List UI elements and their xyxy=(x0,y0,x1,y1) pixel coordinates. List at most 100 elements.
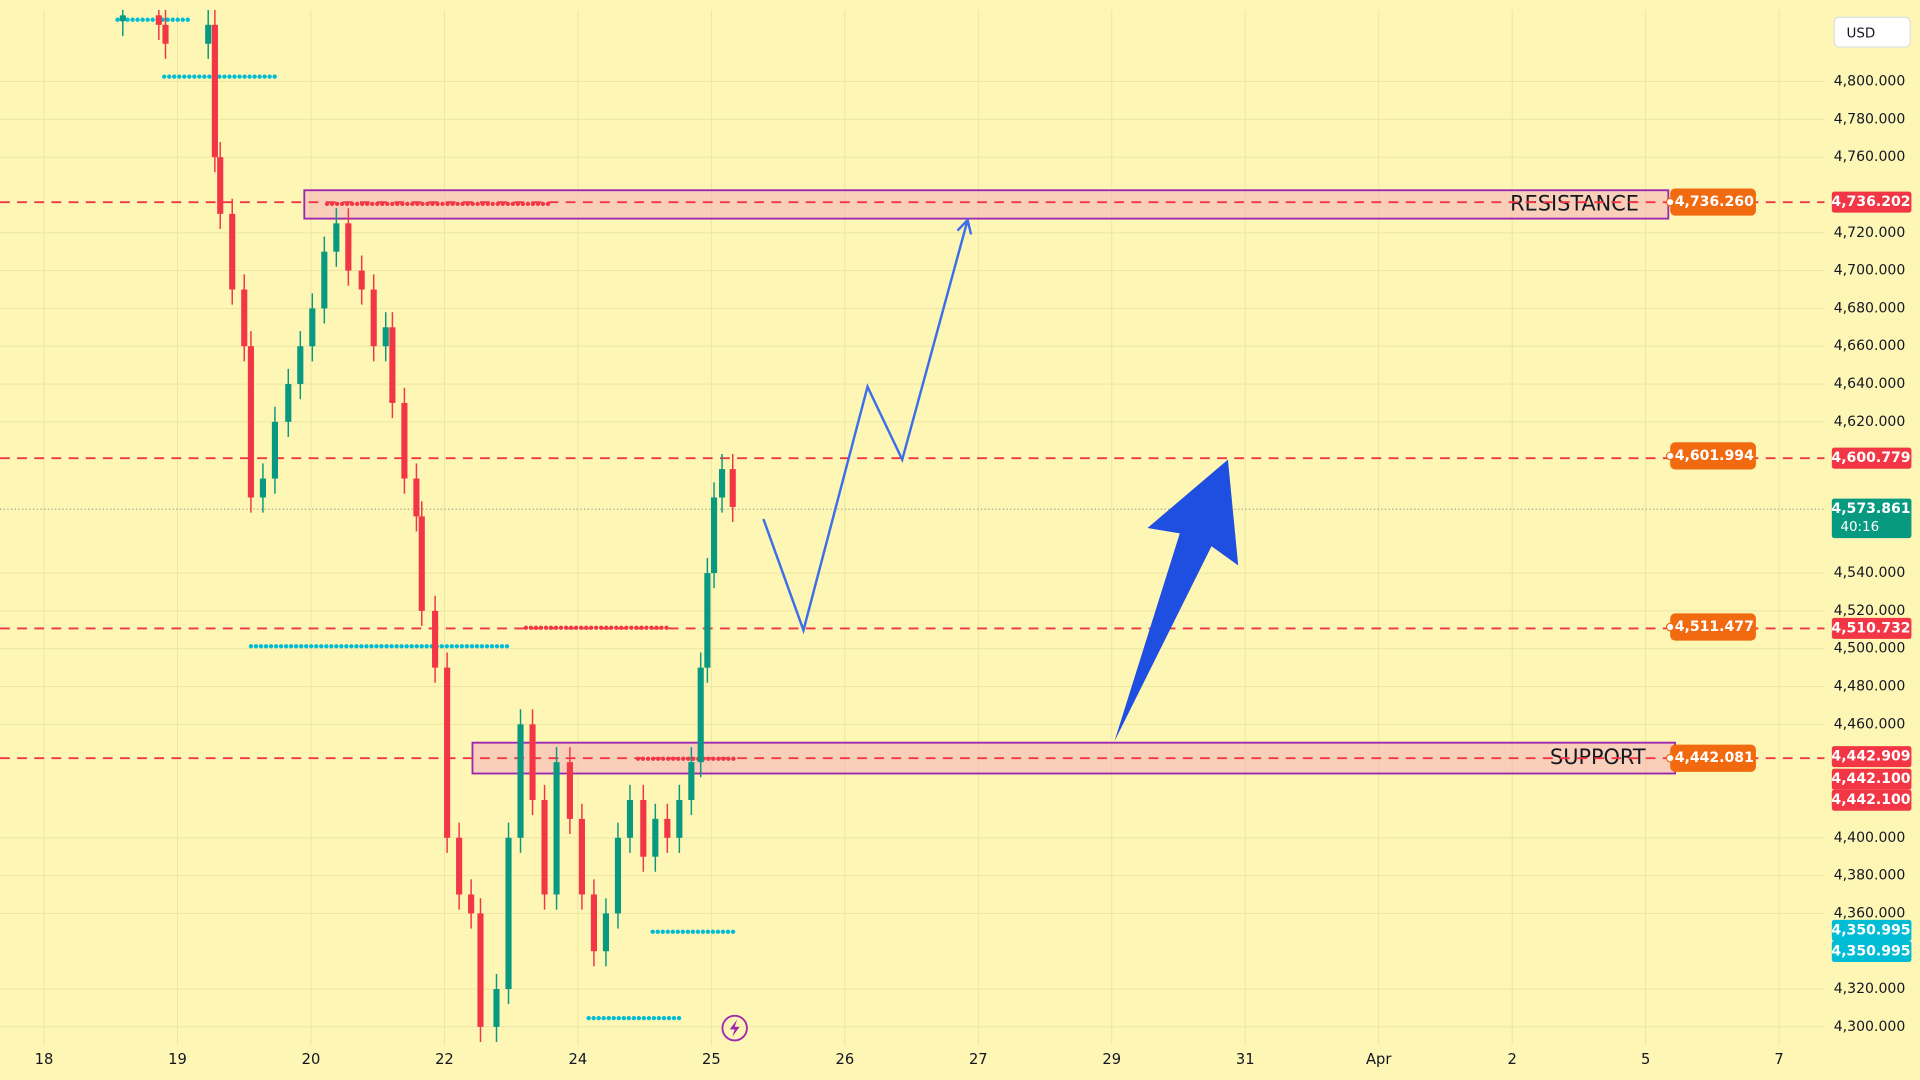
alert-dot xyxy=(1665,753,1675,763)
alert-tag xyxy=(1670,442,1756,470)
x-tick-label: 20 xyxy=(302,1051,321,1068)
candle-body xyxy=(432,610,439,668)
candle-body xyxy=(729,469,736,507)
candle-body xyxy=(259,478,266,498)
candle-body xyxy=(718,469,726,498)
alert-tag-label: 4,736.260 xyxy=(1675,194,1754,210)
x-tick-label: 25 xyxy=(702,1051,721,1068)
candle-body xyxy=(553,762,560,895)
alert-tag-label: 4,511.477 xyxy=(1675,619,1754,635)
candle-body xyxy=(517,724,524,838)
x-tick-label: 2 xyxy=(1508,1051,1517,1068)
plot-area: RESISTANCE SUPPORT 4,736.260 4,601.994 4,511… xyxy=(0,9,1825,1042)
candle-body xyxy=(285,384,292,422)
x-tick-label: Apr xyxy=(1366,1051,1392,1068)
x-tick-label: 24 xyxy=(569,1051,588,1068)
alert-tag xyxy=(1670,744,1756,772)
candle-body xyxy=(271,421,279,479)
candle-body xyxy=(664,818,671,838)
y-tick-label: 4,760.000 xyxy=(1834,149,1906,165)
y-tick-label: 4,300.000 xyxy=(1834,1019,1906,1035)
price-badge-label: 4,736.202 xyxy=(1831,194,1910,210)
y-tick-label: 4,640.000 xyxy=(1834,376,1906,392)
y-tick-label: 4,500.000 xyxy=(1834,641,1906,657)
price-badge xyxy=(1831,617,1912,639)
price-badge-label: 4,442.909 xyxy=(1831,749,1910,765)
candle-body xyxy=(297,346,304,385)
currency: USD xyxy=(1847,25,1876,41)
y-tick-label: 4,620.000 xyxy=(1834,414,1906,430)
candle-body xyxy=(333,223,340,252)
price-axis: 4,300.000 4,320.000 4,360.000 4,380.000 4,40… xyxy=(35,74,1912,1068)
candle-body xyxy=(217,157,224,214)
price-badge-label: 4,442.100 xyxy=(1831,792,1910,808)
candle-body xyxy=(382,327,389,347)
x-tick-label: 22 xyxy=(435,1051,454,1068)
alert-dot xyxy=(1665,451,1675,461)
y-tick-label: 4,700.000 xyxy=(1834,263,1906,279)
candle-body xyxy=(505,837,512,990)
y-tick-label: 4,400.000 xyxy=(1834,830,1906,846)
y-tick-label: 4,780.000 xyxy=(1834,111,1906,127)
candle-body xyxy=(229,213,236,290)
countdown: 40:16 xyxy=(1840,519,1879,535)
candle-body xyxy=(493,989,500,1027)
price-badge xyxy=(1831,919,1912,941)
price-badge-label: 4,442.100 xyxy=(1831,771,1910,787)
candle-body xyxy=(614,837,622,914)
y-tick-label: 4,800.000 xyxy=(1834,74,1906,90)
y-tick-label: 4,320.000 xyxy=(1834,981,1906,997)
candle-body xyxy=(590,894,597,952)
candle-body xyxy=(697,667,704,763)
price-badge-label: 4,600.779 xyxy=(1831,450,1910,466)
candle-body xyxy=(456,837,463,895)
x-tick-label: 31 xyxy=(1236,1051,1255,1068)
candle-body xyxy=(309,308,316,347)
candle-body xyxy=(626,799,634,838)
x-tick-label: 27 xyxy=(969,1051,988,1068)
alert-tag-label: 4,442.081 xyxy=(1675,750,1754,766)
alert-tag-label: 4,601.994 xyxy=(1675,448,1754,464)
candle-body xyxy=(602,913,610,952)
x-tick-label: 26 xyxy=(835,1051,854,1068)
candle-body xyxy=(676,799,683,838)
candle-body xyxy=(640,799,647,857)
y-tick-label: 4,460.000 xyxy=(1834,716,1906,732)
zone-label: RESISTANCE xyxy=(1510,191,1639,215)
event-icon[interactable] xyxy=(721,1014,748,1042)
y-tick-label: 4,660.000 xyxy=(1834,338,1906,354)
trend-arrow xyxy=(1114,459,1239,742)
candle-body xyxy=(162,24,169,44)
price-badge-label: 4,350.995 xyxy=(1831,943,1910,959)
y-tick-label: 4,680.000 xyxy=(1834,300,1906,316)
price-badge xyxy=(1831,940,1912,962)
price-badge-label: 4,573.861 xyxy=(1831,501,1910,517)
candle-body xyxy=(468,894,475,914)
candle-body xyxy=(155,15,162,25)
y-tick-label: 4,540.000 xyxy=(1834,565,1906,581)
alert-dot xyxy=(1665,197,1675,207)
candle-body xyxy=(241,289,248,347)
candle-body xyxy=(211,24,218,158)
candle-body xyxy=(119,15,126,22)
candle-body xyxy=(710,497,718,574)
candle-body xyxy=(444,667,451,838)
alert-tag xyxy=(1670,188,1756,216)
candle-body xyxy=(566,762,573,819)
y-tick-label: 4,520.000 xyxy=(1834,603,1906,619)
x-tick-label: 19 xyxy=(168,1051,187,1068)
alert-tag xyxy=(1670,613,1756,641)
candle-body xyxy=(345,223,352,271)
candle-body xyxy=(688,762,695,800)
currency-box[interactable] xyxy=(1833,16,1911,48)
price-badge xyxy=(1831,498,1912,539)
price-badge xyxy=(1831,746,1912,768)
candle-body xyxy=(652,818,659,857)
candle-body xyxy=(370,289,377,347)
x-tick-label: 5 xyxy=(1641,1051,1650,1068)
candle-body xyxy=(418,516,425,611)
x-tick-label: 29 xyxy=(1102,1051,1121,1068)
x-tick-label: 7 xyxy=(1774,1051,1783,1068)
y-tick-label: 4,720.000 xyxy=(1834,225,1906,241)
